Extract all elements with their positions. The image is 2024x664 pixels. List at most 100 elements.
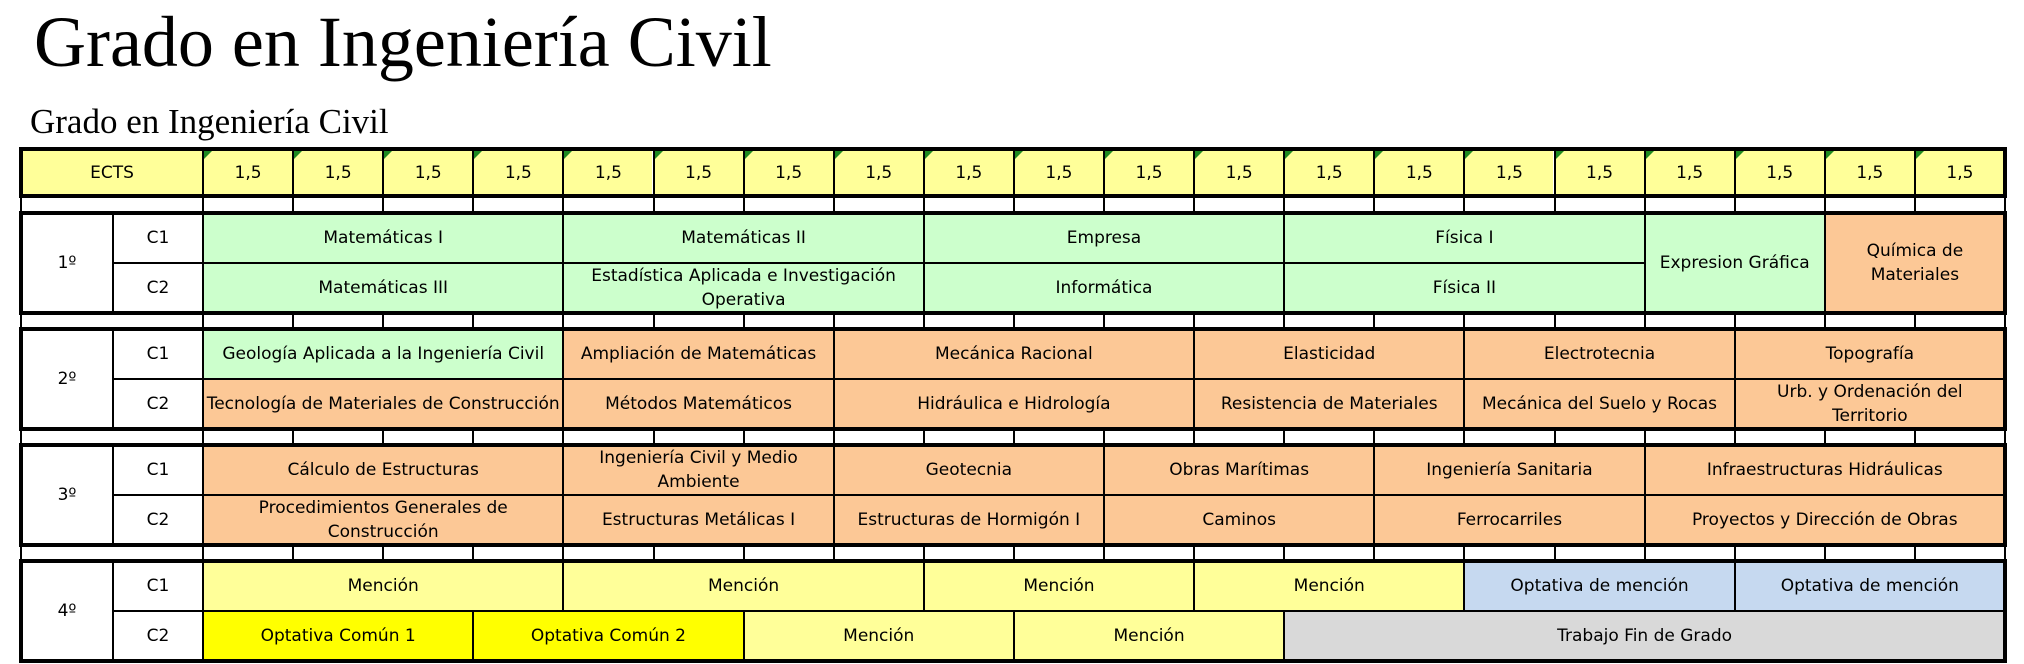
comment-marker <box>1645 150 1655 159</box>
separator-cell <box>1373 428 1464 444</box>
separator-cell <box>20 312 202 328</box>
separator-cell <box>832 196 923 212</box>
separator-cell <box>292 196 383 212</box>
separator-cell <box>1193 544 1284 560</box>
ects-credit-value: 1,5 <box>1643 148 1734 196</box>
separator-cell <box>1463 196 1554 212</box>
separator-cell <box>1913 196 2004 212</box>
course-cell: Mecánica Racional <box>832 328 1194 378</box>
separator-cell <box>1193 196 1284 212</box>
separator-cell <box>202 196 293 212</box>
term-label: C2 <box>112 378 202 428</box>
separator-cell <box>20 428 202 444</box>
course-cell: Mecánica del Suelo y Rocas <box>1463 378 1734 428</box>
ects-credit-value: 1,5 <box>1103 148 1194 196</box>
course-cell: Estadística Aplicada e Investigación Ope… <box>562 262 923 312</box>
course-cell: Física II <box>1283 262 1644 312</box>
course-cell: Caminos <box>1103 494 1374 544</box>
separator-cell <box>472 544 563 560</box>
ects-credit-value: 1,5 <box>742 148 833 196</box>
course-cell: Mención <box>202 560 563 610</box>
separator-cell <box>292 312 383 328</box>
separator-cell <box>1913 312 2004 328</box>
course-cell: Matemáticas III <box>202 262 563 312</box>
course-cell: Procedimientos Generales de Construcción <box>202 494 563 544</box>
comment-marker <box>924 150 934 159</box>
separator-cell <box>1283 428 1374 444</box>
separator-cell <box>1283 196 1374 212</box>
table-edge <box>2004 148 2006 660</box>
course-cell: Ingeniería Sanitaria <box>1373 444 1644 494</box>
course-cell: Topografía <box>1733 328 2004 378</box>
ects-credit-value: 1,5 <box>922 148 1013 196</box>
term-label: C1 <box>112 444 202 494</box>
separator-cell <box>1913 544 2004 560</box>
ects-credit-value: 1,5 <box>1553 148 1644 196</box>
course-cell: Estructuras Metálicas I <box>562 494 833 544</box>
course-cell: Geología Aplicada a la Ingeniería Civil <box>202 328 563 378</box>
separator-cell <box>1463 544 1554 560</box>
separator-cell <box>472 312 563 328</box>
separator-cell <box>1283 312 1374 328</box>
comment-marker <box>1825 150 1835 159</box>
separator-cell <box>1012 196 1103 212</box>
course-cell: Matemáticas II <box>562 212 923 262</box>
course-cell: Empresa <box>922 212 1284 262</box>
separator-cell <box>832 544 923 560</box>
comment-marker <box>654 150 664 159</box>
course-cell: Tecnología de Materiales de Construcción <box>202 378 563 428</box>
table-title: Grado en Ingeniería Civil <box>30 102 389 141</box>
ects-credit-value: 1,5 <box>1463 148 1554 196</box>
separator-cell <box>20 544 202 560</box>
separator-cell <box>1553 196 1644 212</box>
year-label: 3º <box>20 444 112 544</box>
separator-cell <box>1823 544 1914 560</box>
year-label: 4º <box>20 560 112 660</box>
comment-marker <box>1285 150 1295 159</box>
comment-marker <box>834 150 844 159</box>
comment-marker <box>294 150 304 159</box>
ects-credit-value: 1,5 <box>382 148 473 196</box>
separator-cell <box>1103 196 1194 212</box>
course-cell: Optativa Común 1 <box>202 610 473 660</box>
separator-cell <box>1553 428 1644 444</box>
separator-cell <box>1823 312 1914 328</box>
ects-credit-value: 1,5 <box>1012 148 1103 196</box>
comment-marker <box>1915 150 1925 159</box>
separator-cell <box>922 428 1013 444</box>
separator-cell <box>472 428 563 444</box>
separator-cell <box>1463 428 1554 444</box>
separator-cell <box>562 428 653 444</box>
course-cell: Mención <box>562 560 923 610</box>
course-cell: Optativa de mención <box>1733 560 2004 610</box>
separator-cell <box>1193 428 1284 444</box>
separator-cell <box>1733 312 1824 328</box>
term-label: C1 <box>112 560 202 610</box>
separator-cell <box>1553 544 1644 560</box>
course-cell: Urb. y Ordenación del Territorio <box>1733 378 2004 428</box>
separator-cell <box>382 428 473 444</box>
course-cell: Cálculo de Estructuras <box>202 444 563 494</box>
course-cell: Mención <box>922 560 1194 610</box>
course-cell: Mención <box>742 610 1013 660</box>
course-cell: Matemáticas I <box>202 212 563 262</box>
separator-cell <box>1643 544 1734 560</box>
year-label: 2º <box>20 328 112 428</box>
separator-cell <box>1373 196 1464 212</box>
separator-cell <box>1823 428 1914 444</box>
separator-cell <box>652 196 743 212</box>
comment-marker <box>1375 150 1385 159</box>
ects-credit-value: 1,5 <box>202 148 293 196</box>
separator-cell <box>562 312 653 328</box>
ects-credit-value: 1,5 <box>1733 148 1824 196</box>
ects-credit-value: 1,5 <box>562 148 653 196</box>
course-cell: Informática <box>922 262 1284 312</box>
ects-credit-value: 1,5 <box>652 148 743 196</box>
term-label: C2 <box>112 494 202 544</box>
separator-cell <box>292 428 383 444</box>
course-cell: Expresion Gráfica <box>1643 212 1824 312</box>
course-cell: Optativa Común 2 <box>472 610 743 660</box>
comment-marker <box>384 150 394 159</box>
ects-credit-value: 1,5 <box>1913 148 2004 196</box>
comment-marker <box>1105 150 1114 159</box>
